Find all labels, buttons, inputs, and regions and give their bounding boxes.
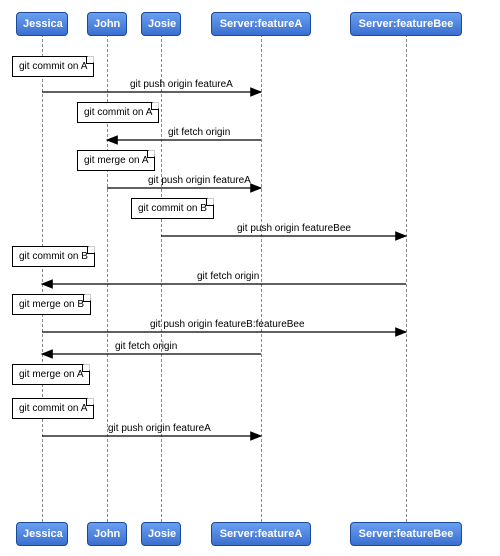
message-label-7: git push origin featureBee [237,223,351,234]
message-label-15: git push origin featureA [108,423,211,434]
participant-serverB-bottom: Server:featureBee [350,522,462,546]
message-label-12: git fetch origin [115,341,177,352]
participant-serverB-top: Server:featureBee [350,12,462,36]
participant-john-top: John [87,12,127,36]
participant-jessica-bottom: Jessica [16,522,68,546]
participant-jessica-top: Jessica [16,12,68,36]
participant-serverA-top: Server:featureA [211,12,311,36]
note-8: git commit on B [12,246,95,267]
message-label-11: git push origin featureB:featureBee [150,319,305,330]
message-label-9: git fetch origin [197,271,259,282]
note-4: git merge on A [77,150,155,171]
note-10: git merge on B [12,294,91,315]
message-label-1: git push origin featureA [130,79,233,90]
message-label-5: git push origin featureA [148,175,251,186]
note-0: git commit on A [12,56,94,77]
participant-josie-bottom: Josie [141,522,181,546]
sequence-diagram: Jessica Jessica John John Josie Josie Server:f… [0,0,500,556]
note-14: git commit on A [12,398,94,419]
note-13: git merge on A [12,364,90,385]
participant-serverA-bottom: Server:featureA [211,522,311,546]
message-label-3: git fetch origin [168,127,230,138]
note-6: git commit on B [131,198,214,219]
participant-josie-top: Josie [141,12,181,36]
note-2: git commit on A [77,102,159,123]
participant-john-bottom: John [87,522,127,546]
